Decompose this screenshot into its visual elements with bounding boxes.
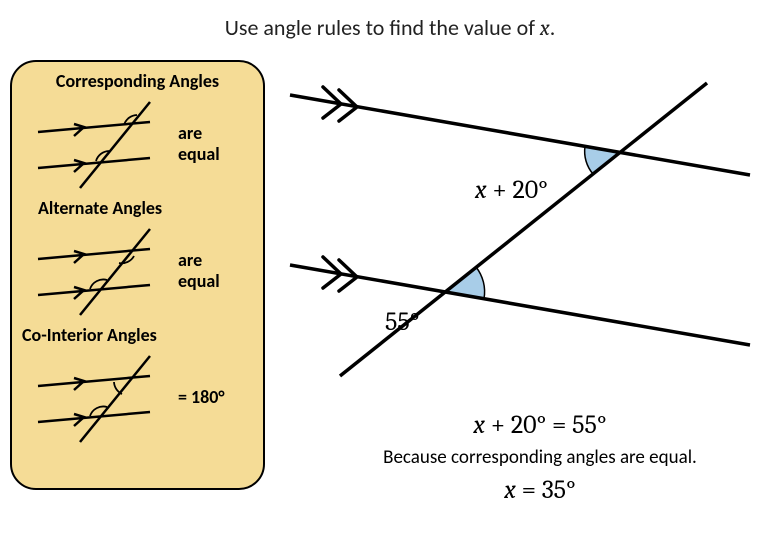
main-svg-overlay [275,60,770,400]
eq1-equals: = [552,410,572,440]
rule-cointerior: Co-Interior Angles = 180° [22,324,253,445]
rule-body-cointerior: = 180° [22,350,253,445]
eq1-var: x [473,410,485,440]
rule-text-alternate: are equal [172,250,220,291]
equation-1: x + 20° = 55° [320,410,760,440]
rule-text-corresponding: are equal [172,123,220,164]
angle1-rest: + 20° [487,175,548,205]
rule-alternate: Alternate Angles are equal [22,197,253,318]
rule-title-alternate: Alternate Angles [22,197,253,219]
rule-corresponding: Corresponding Angles are equal [22,70,253,191]
eq2-equals: = [522,475,542,505]
eq1-lhs-rest: + 20° [485,410,546,440]
eq1-rhs: 55° [572,410,606,440]
alternate-diagram [22,223,172,318]
title-suffix: . [550,14,556,41]
cointerior-diagram [22,350,172,445]
angle2-label: 55° [385,307,419,337]
page-title: Use angle rules to find the value of x. [0,0,780,41]
rule-title-cointerior: Co-Interior Angles [22,324,253,346]
eq2-rhs: 35° [542,475,576,505]
equation-2: x = 35° [320,475,760,505]
rules-box: Corresponding Angles are equal Alternate… [10,60,265,490]
rule-text-cointerior: = 180° [172,387,225,408]
rule-body-alternate: are equal [22,223,253,318]
rule-body-corresponding: are equal [22,96,253,191]
title-var: x [540,15,550,41]
eq2-var: x [504,475,516,505]
angle1-var: x [475,175,487,205]
solution-block: x + 20° = 55° Because corresponding angl… [320,410,760,511]
angle1-label: x + 20° [475,175,548,205]
main-diagram: .main-diagram > svg:first-child { visibi… [275,60,770,400]
corresponding-diagram [22,96,172,191]
title-prefix: Use angle rules to find the value of [225,14,540,41]
because-text: Because corresponding angles are equal. [320,446,760,469]
rule-title-corresponding: Corresponding Angles [22,70,253,92]
